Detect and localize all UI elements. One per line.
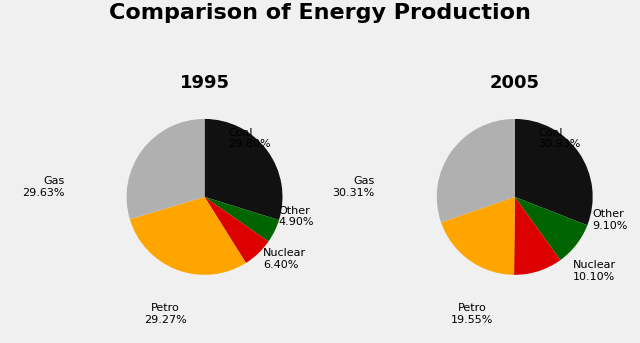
Text: Petro
29.27%: Petro 29.27% (144, 303, 187, 324)
Text: Coal
29.80%: Coal 29.80% (228, 128, 271, 149)
Text: Nuclear
6.40%: Nuclear 6.40% (263, 248, 306, 270)
Text: Other
9.10%: Other 9.10% (593, 210, 628, 231)
Text: Gas
29.63%: Gas 29.63% (22, 176, 64, 198)
Title: 1995: 1995 (180, 74, 230, 92)
Text: Nuclear
10.10%: Nuclear 10.10% (573, 260, 616, 282)
Wedge shape (205, 197, 279, 241)
Wedge shape (127, 119, 205, 219)
Wedge shape (515, 197, 588, 260)
Wedge shape (130, 197, 246, 275)
Wedge shape (436, 119, 515, 222)
Text: Other
4.90%: Other 4.90% (278, 205, 314, 227)
Wedge shape (441, 197, 515, 275)
Text: Coal
30.93%: Coal 30.93% (538, 128, 580, 149)
Text: Comparison of Energy Production: Comparison of Energy Production (109, 3, 531, 23)
Wedge shape (205, 119, 282, 220)
Title: 2005: 2005 (490, 74, 540, 92)
Text: Gas
30.31%: Gas 30.31% (332, 176, 374, 198)
Wedge shape (205, 197, 268, 263)
Wedge shape (515, 119, 593, 225)
Wedge shape (514, 197, 561, 275)
Text: Petro
19.55%: Petro 19.55% (451, 303, 493, 324)
